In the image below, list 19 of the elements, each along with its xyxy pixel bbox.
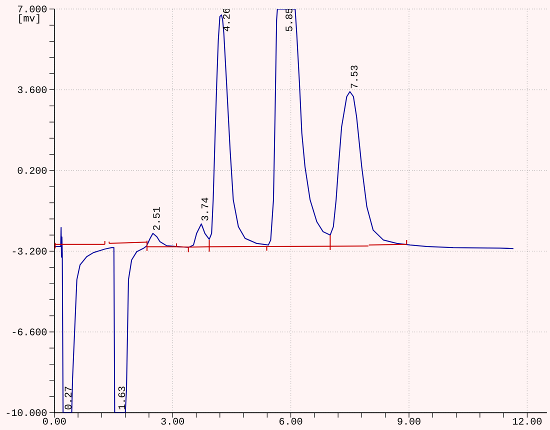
- y-tick-label: 3.600: [18, 86, 47, 94]
- x-tick-label: 12.00: [512, 418, 542, 425]
- x-tick-label: 0.00: [43, 418, 66, 425]
- annotation: 3.74: [201, 198, 208, 221]
- annotation: 2.51: [152, 207, 160, 230]
- y-tick-label: -6.600: [12, 328, 47, 336]
- x-tick-label: 6.00: [280, 418, 302, 425]
- x-tick-label: 3.00: [161, 418, 184, 425]
- y-tick-label: 7.000: [18, 6, 47, 12]
- annotation: 5.85: [286, 8, 292, 32]
- y-tick-label: 0.200: [18, 167, 47, 174]
- x-tick-label: 9.00: [398, 418, 420, 425]
- y-tick-label: -10.000: [6, 409, 47, 416]
- annotation: 4.26: [222, 8, 230, 32]
- annotation: 0.27: [64, 386, 72, 410]
- annotation: 7.53: [350, 66, 358, 88]
- annotation: 1.63: [118, 386, 126, 410]
- y-axis-title: [mv]: [19, 14, 40, 24]
- y-tick-label: -3.200: [12, 248, 47, 255]
